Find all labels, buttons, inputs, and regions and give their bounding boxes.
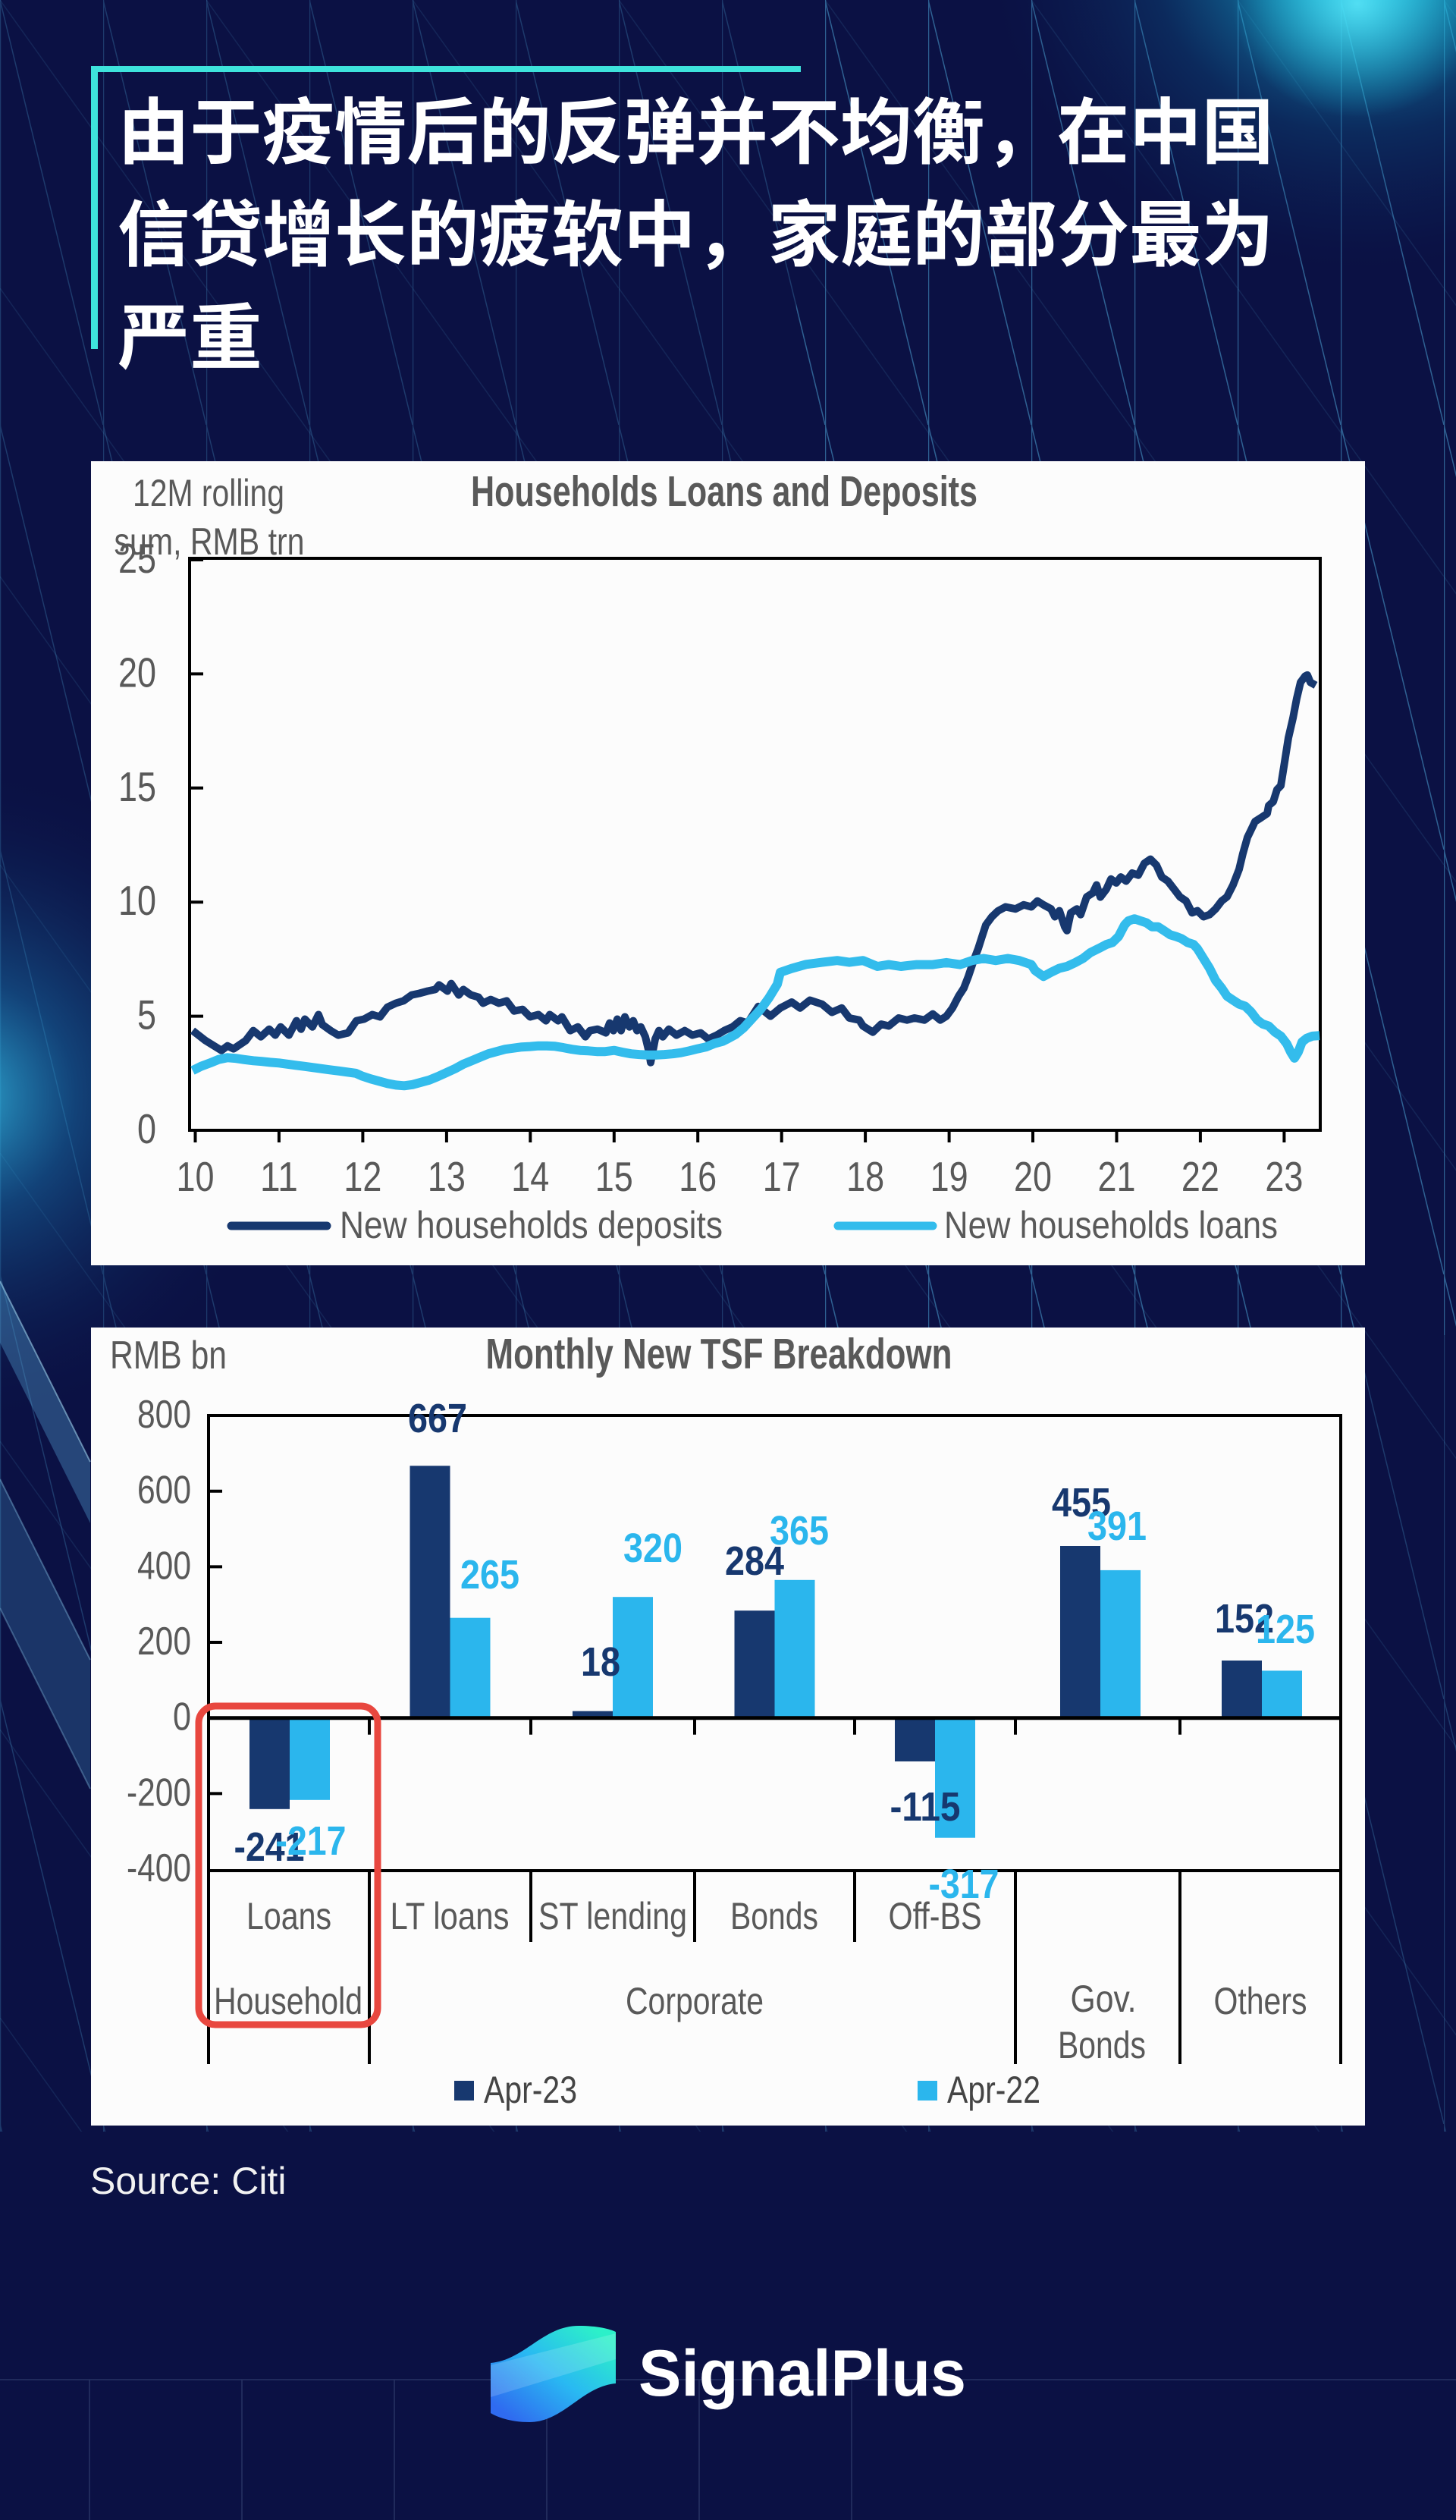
svg-text:11: 11 (260, 1153, 298, 1200)
svg-text:125: 125 (1256, 1607, 1315, 1652)
svg-text:21: 21 (1098, 1153, 1136, 1200)
svg-text:Monthly New TSF Breakdown: Monthly New TSF Breakdown (486, 1330, 952, 1378)
svg-text:10: 10 (118, 877, 156, 924)
svg-text:Apr-22: Apr-22 (947, 2069, 1040, 2111)
svg-text:-241: -241 (234, 1824, 305, 1870)
svg-text:SignalPlus: SignalPlus (639, 2337, 966, 2410)
svg-text:320: 320 (623, 1526, 682, 1571)
svg-text:Bonds: Bonds (1058, 2024, 1146, 2066)
svg-text:-217: -217 (276, 1818, 347, 1864)
svg-text:0: 0 (173, 1695, 191, 1739)
svg-text:17: 17 (763, 1153, 801, 1200)
svg-text:ST lending: ST lending (538, 1895, 687, 1937)
svg-text:-115: -115 (890, 1784, 961, 1830)
svg-text:New households loans: New households loans (944, 1204, 1278, 1246)
svg-text:-317: -317 (929, 1862, 999, 1907)
svg-text:391: 391 (1087, 1504, 1147, 1549)
svg-text:19: 19 (930, 1153, 968, 1200)
svg-text:22: 22 (1181, 1153, 1219, 1200)
svg-text:-400: -400 (127, 1846, 191, 1890)
svg-text:Households Loans and Deposits: Households Loans and Deposits (471, 467, 977, 516)
svg-text:sum, RMB trn: sum, RMB trn (115, 520, 305, 563)
svg-text:New households deposits: New households deposits (340, 1204, 723, 1246)
svg-text:14: 14 (511, 1153, 549, 1200)
svg-text:Household: Household (214, 1980, 362, 2022)
svg-text:12: 12 (344, 1153, 381, 1200)
svg-text:23: 23 (1265, 1153, 1303, 1200)
svg-text:Corporate: Corporate (626, 1980, 764, 2022)
svg-text:25: 25 (118, 535, 156, 582)
svg-text:Apr-23: Apr-23 (484, 2069, 577, 2111)
svg-text:Bonds: Bonds (730, 1895, 818, 1937)
svg-text:15: 15 (595, 1153, 633, 1200)
svg-text:20: 20 (118, 649, 156, 696)
svg-text:-200: -200 (127, 1771, 191, 1815)
svg-text:18: 18 (581, 1639, 620, 1685)
svg-text:667: 667 (408, 1396, 467, 1441)
svg-text:600: 600 (137, 1469, 191, 1513)
svg-text:RMB bn: RMB bn (110, 1334, 227, 1378)
svg-text:200: 200 (137, 1620, 191, 1664)
svg-text:400: 400 (137, 1544, 191, 1588)
svg-text:Off-BS: Off-BS (889, 1895, 982, 1937)
svg-text:LT loans: LT loans (391, 1895, 510, 1937)
svg-text:12M rolling: 12M rolling (133, 472, 284, 514)
svg-text:0: 0 (137, 1105, 156, 1152)
svg-text:5: 5 (137, 991, 156, 1038)
svg-text:16: 16 (679, 1153, 717, 1200)
svg-text:20: 20 (1014, 1153, 1052, 1200)
svg-text:284: 284 (725, 1538, 784, 1584)
svg-text:365: 365 (770, 1508, 829, 1554)
svg-text:13: 13 (428, 1153, 466, 1200)
svg-text:152: 152 (1215, 1596, 1274, 1642)
svg-text:15: 15 (118, 763, 156, 810)
svg-text:Others: Others (1214, 1980, 1307, 2022)
svg-text:800: 800 (137, 1393, 191, 1437)
svg-text:265: 265 (460, 1552, 519, 1598)
svg-text:Gov.: Gov. (1071, 1978, 1137, 2020)
svg-text:10: 10 (177, 1153, 215, 1200)
svg-text:18: 18 (846, 1153, 884, 1200)
svg-text:455: 455 (1052, 1480, 1111, 1526)
svg-text:Loans: Loans (246, 1895, 331, 1937)
